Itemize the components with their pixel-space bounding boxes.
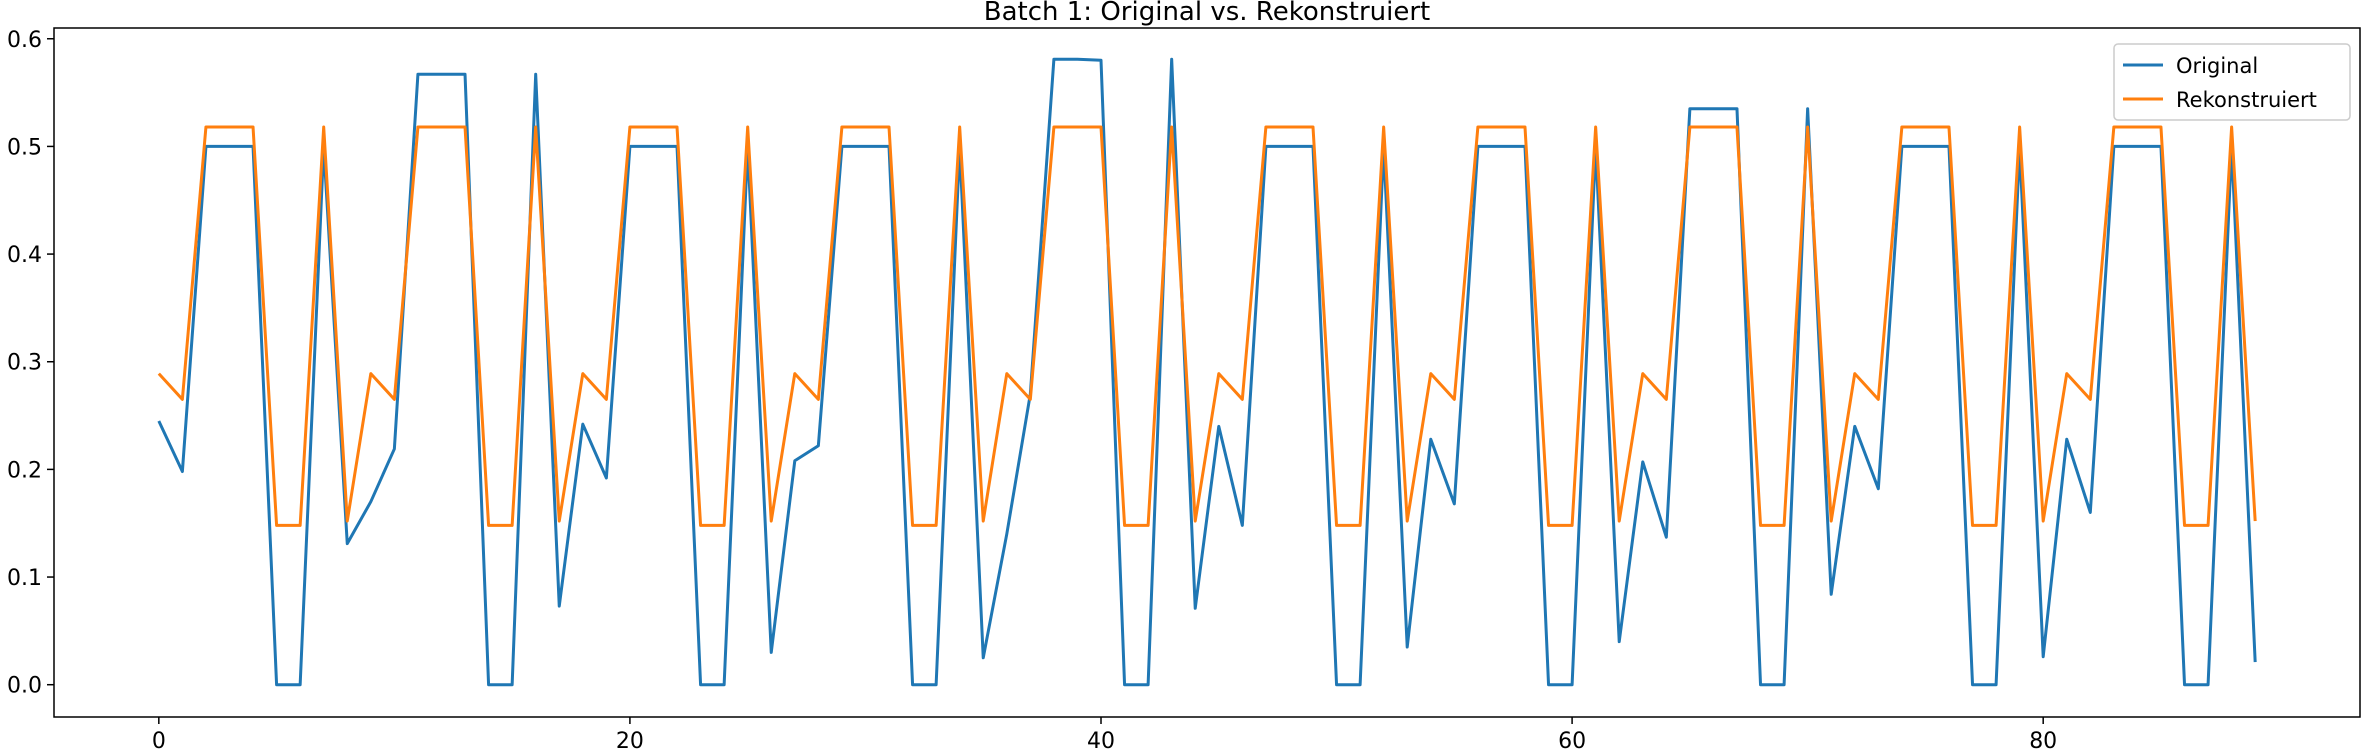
chart-title: Batch 1: Original vs. Rekonstruiert — [984, 0, 1430, 27]
legend-label-1: Original — [2176, 54, 2258, 78]
axes: 0 20 40 60 80 0.0 0.1 0.2 0.3 0.4 0.5 0.6 — [7, 27, 2361, 749]
y-tick-label: 0.3 — [7, 351, 42, 376]
y-tick-label: 0.2 — [7, 458, 42, 483]
legend-label-2: Rekonstruiert — [2176, 88, 2317, 112]
y-tick-label: 0.5 — [7, 135, 42, 160]
y-tick-label: 0.4 — [7, 243, 42, 268]
legend: Original Rekonstruiert — [2113, 43, 2351, 121]
plot-frame — [53, 27, 2361, 718]
x-tick-label: 40 — [1087, 729, 1115, 749]
series-line-1 — [157, 57, 2257, 687]
x-tick-label: 80 — [2029, 729, 2057, 749]
series-line-2 — [157, 125, 2257, 527]
y-tick-label: 0.0 — [7, 674, 42, 699]
x-tick-label: 20 — [616, 729, 644, 749]
plot-area — [157, 57, 2257, 687]
legend-box — [2113, 43, 2351, 121]
x-tick-label: 0 — [152, 729, 166, 749]
y-tick-label: 0.1 — [7, 566, 42, 591]
y-tick-label: 0.6 — [7, 28, 42, 53]
x-tick-label: 60 — [1558, 729, 1586, 749]
